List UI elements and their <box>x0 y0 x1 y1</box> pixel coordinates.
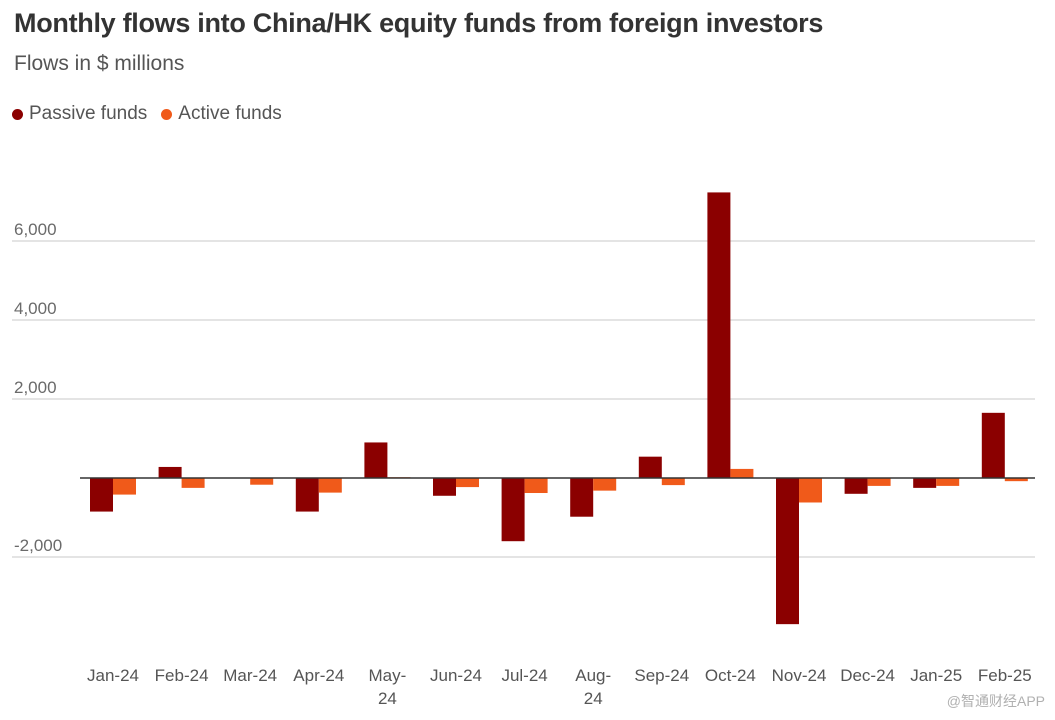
bar-active-feb-24 <box>181 478 205 488</box>
bar-passive-apr-24 <box>295 478 319 512</box>
bar-active-jun-24 <box>456 478 479 488</box>
y-tick-label: 4,000 <box>14 299 57 318</box>
bar-active-aug-24 <box>593 478 617 491</box>
x-tick-label: Oct-24 <box>705 666 756 685</box>
legend-item-passive: Passive funds <box>12 103 147 125</box>
bar-active-oct-24 <box>730 468 754 478</box>
bar-passive-jan-24 <box>90 478 113 512</box>
legend-swatch-active <box>161 108 173 120</box>
gridlines <box>12 240 1035 558</box>
x-tick-label: Apr-24 <box>293 666 344 685</box>
legend-label-passive: Passive funds <box>29 103 148 124</box>
bar-passive-sep-24 <box>638 456 662 478</box>
chart-subtitle: Flows in $ millions <box>14 52 185 75</box>
watermark: @智通财经APP <box>946 693 1045 709</box>
x-tick-label: 24 <box>378 689 397 708</box>
y-tick-label: 6,000 <box>14 220 57 239</box>
bar-passive-oct-24 <box>707 192 731 479</box>
x-tick-label: Feb-25 <box>978 666 1032 685</box>
y-tick-label: 2,000 <box>14 378 57 397</box>
bar-passive-jan-25 <box>913 478 937 488</box>
x-tick-label: May- <box>369 666 407 685</box>
chart-legend: Passive funds Active funds <box>12 103 296 125</box>
x-tick-label: Dec-24 <box>840 666 895 685</box>
bar-active-nov-24 <box>799 478 822 503</box>
bar-active-jan-25 <box>936 478 960 486</box>
bar-active-feb-25 <box>1004 478 1028 482</box>
bar-active-sep-24 <box>661 478 685 486</box>
x-tick-label: Sep-24 <box>634 666 689 685</box>
bar-active-apr-24 <box>318 478 342 493</box>
y-tick-label: -2,000 <box>14 536 62 555</box>
bar-active-dec-24 <box>867 478 891 486</box>
legend-label-active: Active funds <box>178 103 282 124</box>
bar-passive-dec-24 <box>844 478 868 494</box>
x-tick-label: Aug- <box>575 666 611 685</box>
bar-passive-jun-24 <box>433 478 456 496</box>
x-tick-label: Nov-24 <box>772 666 827 685</box>
legend-item-active: Active funds <box>161 103 282 125</box>
bars <box>90 192 1028 625</box>
axes: 6,000 4,000 2,000 -2,000 Jan-24 Feb-24 Mar-24 A… <box>14 220 1035 708</box>
bar-passive-nov-24 <box>776 478 799 625</box>
bar-passive-feb-24 <box>158 466 182 478</box>
bar-passive-feb-25 <box>981 412 1005 478</box>
bar-active-jul-24 <box>524 478 548 494</box>
legend-swatch-passive <box>12 108 23 120</box>
bar-passive-jul-24 <box>501 478 525 542</box>
x-tick-label: Jun-24 <box>430 666 482 685</box>
bar-active-jan-24 <box>113 478 136 495</box>
bar-active-mar-24 <box>250 478 274 485</box>
x-tick-label: Feb-24 <box>155 666 209 685</box>
bar-passive-may-24 <box>364 442 388 478</box>
x-tick-label: Jan-25 <box>910 666 962 685</box>
bar-passive-aug-24 <box>570 478 594 517</box>
x-tick-label: 24 <box>584 689 603 708</box>
x-tick-label: Mar-24 <box>223 666 277 685</box>
x-tick-label: Jan-24 <box>87 666 139 685</box>
x-tick-label: Jul-24 <box>501 666 547 685</box>
chart-title: Monthly flows into China/HK equity funds… <box>14 8 824 38</box>
